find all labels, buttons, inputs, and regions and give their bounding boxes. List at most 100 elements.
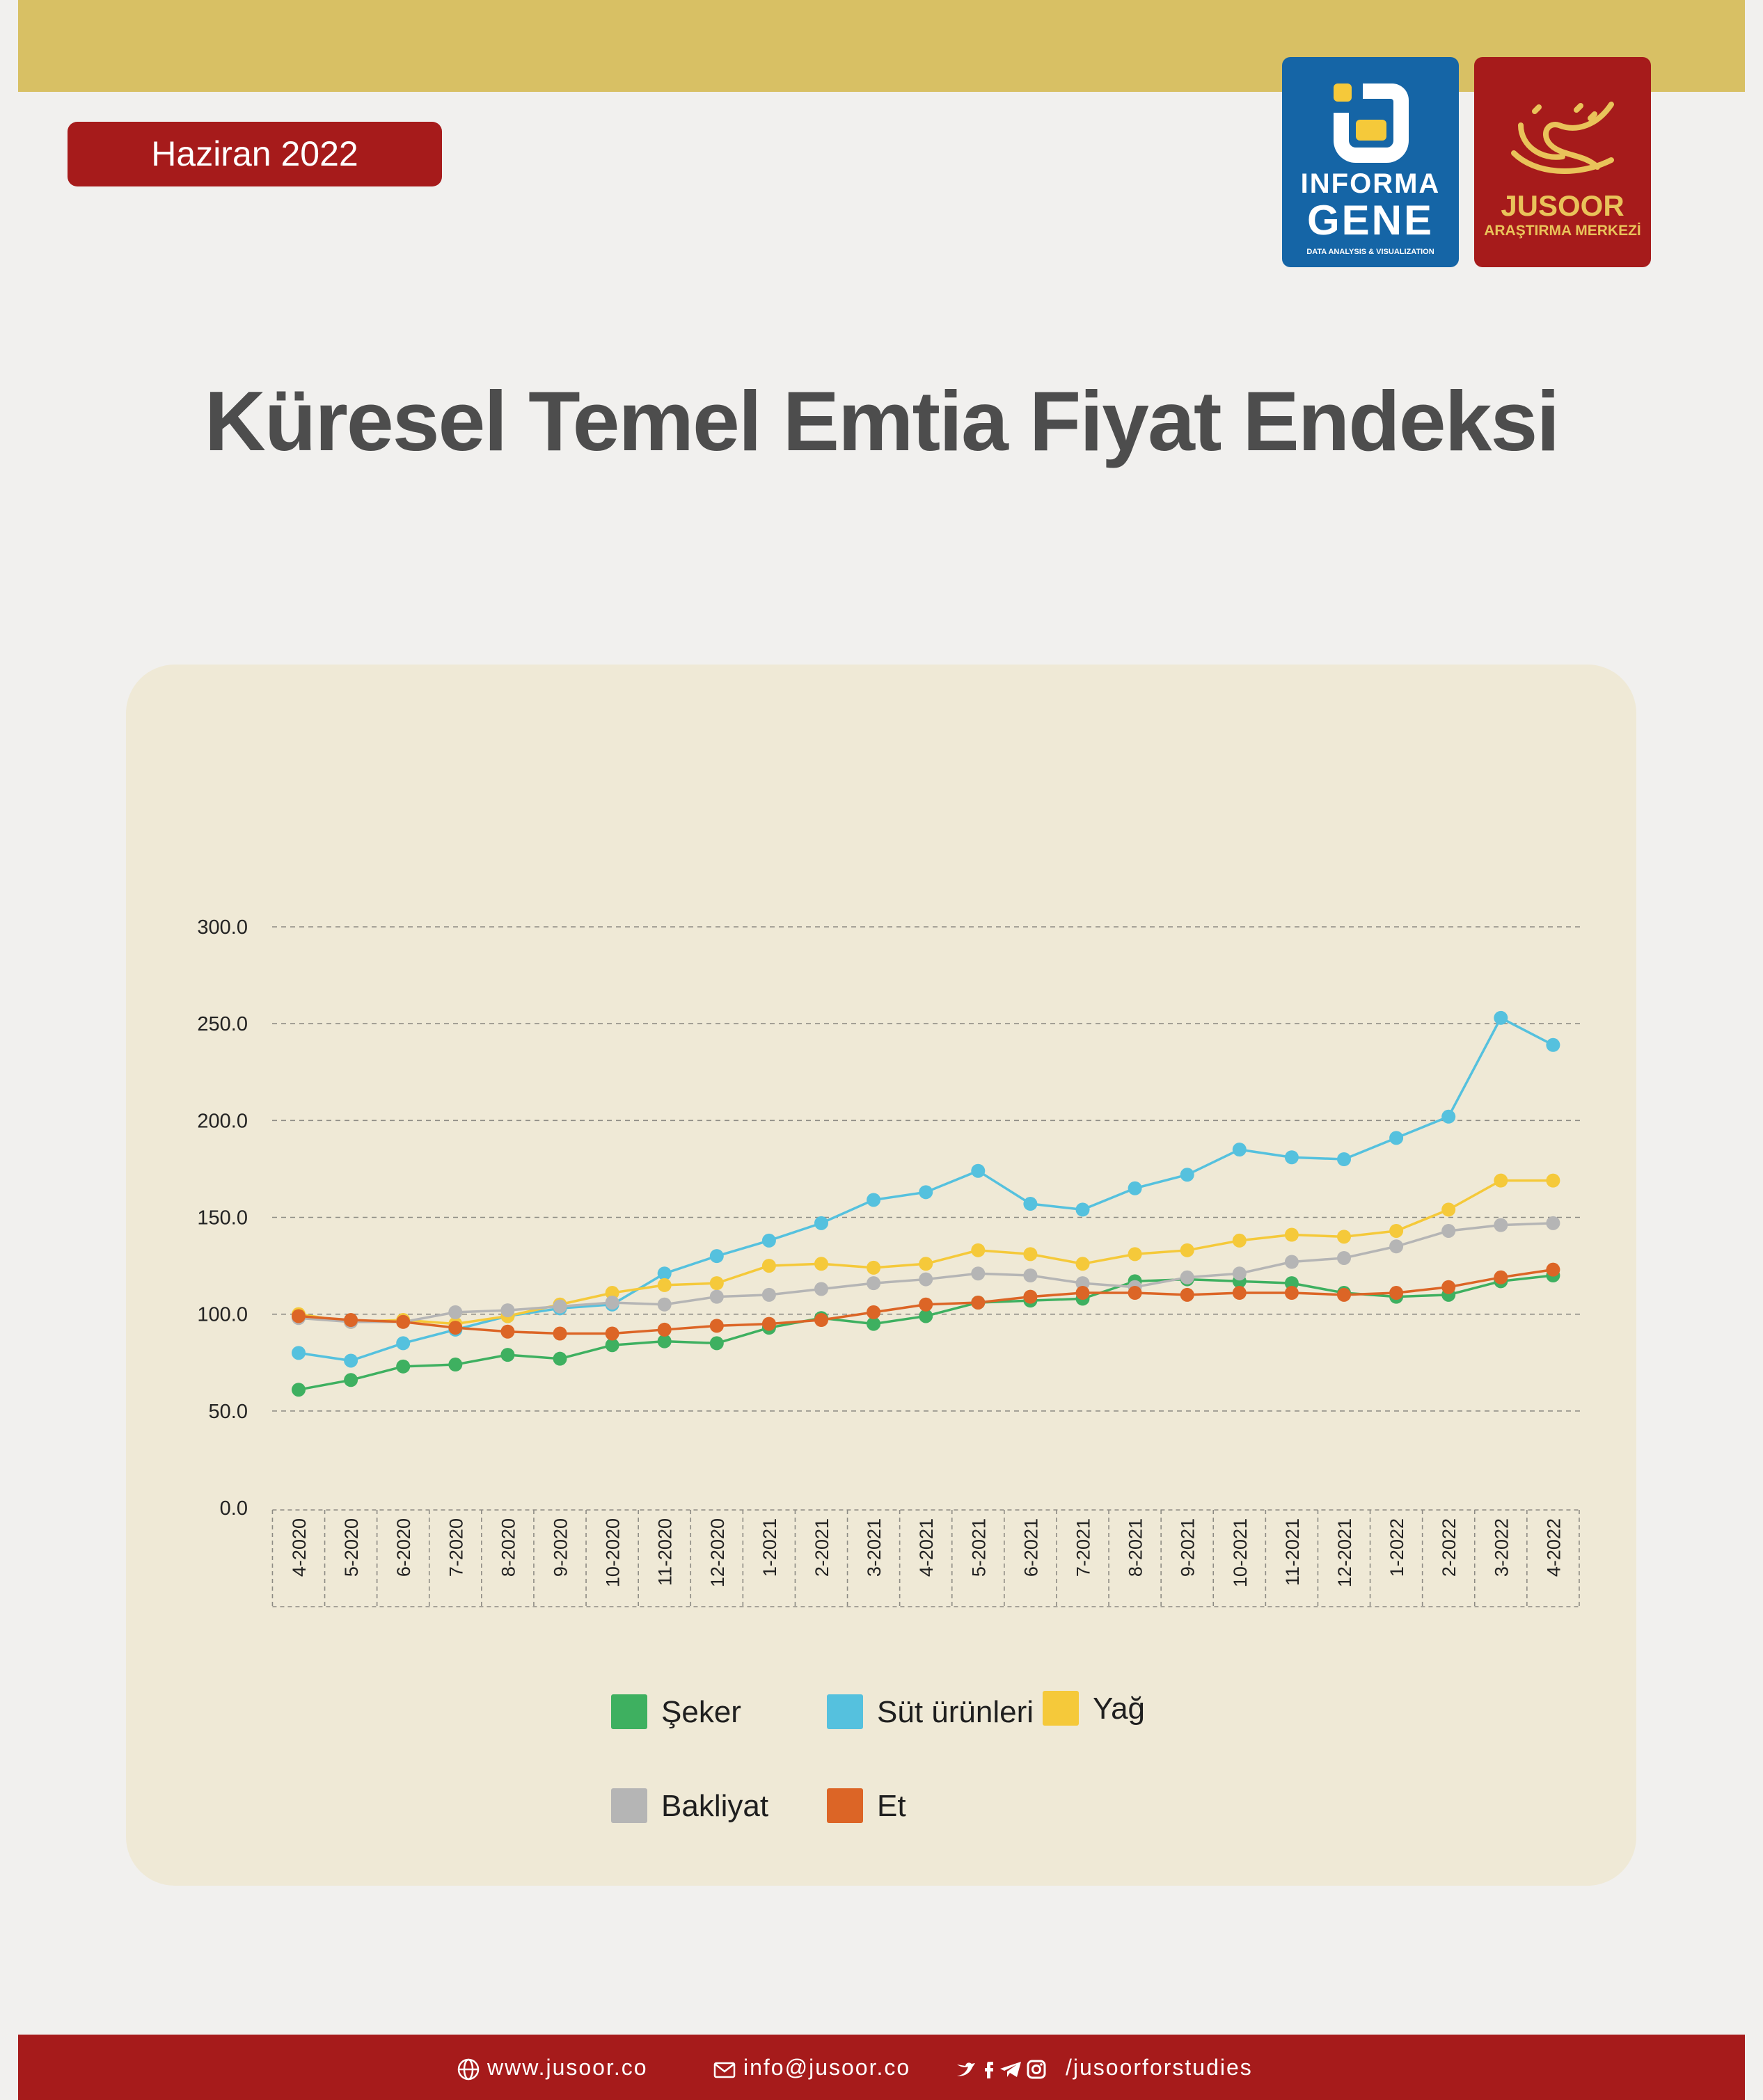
social-icons — [957, 2060, 1046, 2079]
jusoor-logo-line2: ARAŞTIRMA MERKEZİ — [1484, 223, 1641, 239]
data-point — [1337, 1152, 1351, 1166]
data-point — [1232, 1143, 1247, 1157]
informa-gene-logo: INFORMA GENE DATA ANALYSIS & VISUALIZATI… — [1282, 57, 1459, 267]
mail-icon — [713, 2062, 736, 2078]
data-point — [500, 1348, 515, 1362]
data-point — [1075, 1257, 1090, 1271]
data-point — [605, 1326, 619, 1341]
data-point — [1232, 1286, 1247, 1300]
y-tick-label: 0.0 — [220, 1497, 248, 1520]
series-line — [298, 1274, 1554, 1391]
data-point — [448, 1305, 463, 1319]
data-point — [1284, 1286, 1299, 1300]
data-point — [605, 1338, 619, 1353]
data-point — [867, 1193, 881, 1207]
data-point — [1546, 1173, 1560, 1188]
data-point — [1337, 1230, 1351, 1244]
data-point — [500, 1303, 515, 1318]
x-tick-label: 10-2021 — [1230, 1518, 1251, 1587]
data-point — [1389, 1239, 1404, 1254]
data-point — [657, 1334, 672, 1349]
data-point — [1441, 1202, 1456, 1217]
x-tick-label: 10-2020 — [603, 1518, 624, 1587]
data-point — [657, 1322, 672, 1337]
data-point — [1075, 1286, 1090, 1300]
data-point — [553, 1351, 567, 1366]
data-point — [1180, 1287, 1194, 1302]
footer-website[interactable]: www.jusoor.co — [457, 2035, 648, 2100]
data-point — [605, 1295, 619, 1310]
x-tick-label: 5-2021 — [968, 1518, 989, 1577]
date-badge: Haziran 2022 — [68, 122, 442, 186]
y-tick-label: 50.0 — [209, 1401, 248, 1423]
data-point — [500, 1324, 515, 1339]
data-point — [1023, 1289, 1038, 1304]
data-point — [867, 1260, 881, 1275]
footer-social[interactable]: /jusoorforstudies — [954, 2035, 1253, 2100]
x-tick-label: 6-2020 — [393, 1518, 414, 1577]
legend-label: Şeker — [661, 1695, 741, 1729]
data-point — [396, 1359, 411, 1374]
x-tick-label: 2-2022 — [1439, 1518, 1460, 1577]
data-point — [1023, 1197, 1038, 1211]
data-point — [1441, 1223, 1456, 1238]
data-point — [1284, 1150, 1299, 1165]
legend-swatch — [611, 1788, 647, 1823]
informa-gene-logo-mark-icon — [1334, 83, 1409, 163]
informa-logo-line3: DATA ANALYSIS & VISUALIZATION — [1306, 248, 1434, 256]
data-point — [971, 1243, 986, 1257]
data-point — [1180, 1270, 1194, 1284]
x-tick-label: 4-2022 — [1543, 1518, 1564, 1577]
chart-title: Küresel Temel Emtia Fiyat Endeksi — [204, 374, 1560, 468]
x-tick-label: 9-2020 — [551, 1518, 571, 1577]
data-point — [867, 1317, 881, 1331]
data-point — [761, 1259, 776, 1273]
x-tick-label: 3-2021 — [864, 1518, 885, 1577]
legend-label: Bakliyat — [661, 1789, 768, 1823]
data-point — [1441, 1280, 1456, 1294]
data-point — [1128, 1247, 1142, 1262]
x-tick-label: 1-2022 — [1386, 1518, 1407, 1577]
data-point — [814, 1282, 828, 1296]
data-point — [919, 1257, 933, 1271]
data-point — [971, 1163, 986, 1178]
x-tick-label: 9-2021 — [1178, 1518, 1199, 1577]
y-tick-label: 300.0 — [197, 916, 248, 939]
x-tick-label: 11-2020 — [655, 1518, 676, 1586]
data-point — [919, 1309, 933, 1323]
footer-website-text: www.jusoor.co — [487, 2055, 648, 2080]
data-point — [1389, 1286, 1404, 1300]
data-point — [1441, 1109, 1456, 1124]
data-point — [448, 1358, 463, 1372]
data-point — [292, 1309, 306, 1323]
data-point — [1075, 1276, 1090, 1291]
informa-logo-line2: GENE — [1306, 197, 1434, 244]
x-tick-label: 8-2021 — [1125, 1518, 1146, 1577]
data-point — [657, 1278, 672, 1292]
x-tick-label: 11-2021 — [1282, 1518, 1303, 1586]
data-point — [396, 1314, 411, 1329]
data-point — [761, 1287, 776, 1302]
data-point — [1180, 1168, 1194, 1182]
legend-label: Süt ürünleri — [877, 1695, 1034, 1729]
data-point — [1389, 1223, 1404, 1238]
y-tick-label: 250.0 — [197, 1013, 248, 1035]
y-tick-label: 200.0 — [197, 1110, 248, 1132]
data-point — [1494, 1010, 1508, 1025]
legend-swatch — [827, 1694, 863, 1729]
footer-email[interactable]: info@jusoor.co — [713, 2035, 910, 2100]
data-point — [709, 1276, 724, 1291]
data-point — [1494, 1173, 1508, 1188]
jusoor-calligraphy-icon — [1511, 102, 1614, 174]
data-point — [1494, 1218, 1508, 1232]
data-point — [919, 1297, 933, 1312]
data-point — [292, 1346, 306, 1360]
data-point — [971, 1266, 986, 1281]
data-point — [657, 1297, 672, 1312]
data-point — [1128, 1181, 1142, 1195]
x-tick-label: 12-2021 — [1334, 1518, 1355, 1587]
data-point — [1232, 1233, 1247, 1248]
x-tick-label: 6-2021 — [1020, 1518, 1041, 1577]
legend-swatch — [1043, 1691, 1079, 1726]
data-point — [919, 1185, 933, 1200]
